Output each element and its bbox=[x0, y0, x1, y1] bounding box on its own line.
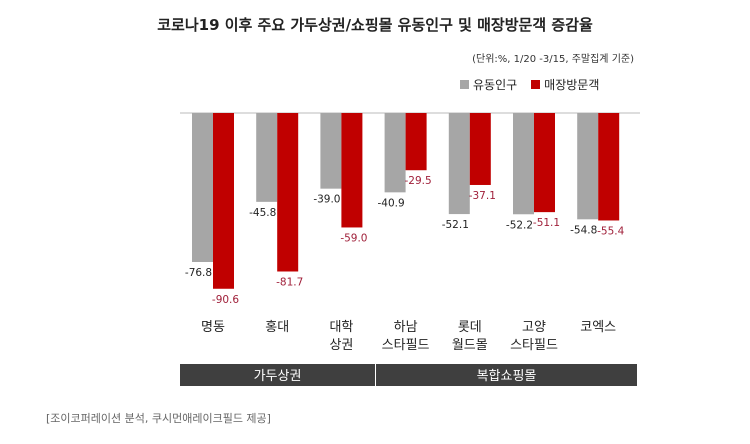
category-label-4-1: 월드몰 bbox=[452, 338, 488, 353]
value-label-1-1: -81.7 bbox=[276, 276, 303, 288]
bar-1-4 bbox=[469, 113, 491, 185]
value-label-1-3: -29.5 bbox=[405, 175, 432, 187]
category-label-5-0: 고양 bbox=[522, 320, 546, 335]
group-band-1 bbox=[376, 364, 637, 386]
bar-1-6 bbox=[598, 113, 620, 221]
category-label-6-0: 코엑스 bbox=[580, 320, 616, 335]
legend-item-foot-traffic: 유동인구 bbox=[460, 76, 517, 93]
bar-1-3 bbox=[405, 113, 427, 171]
legend-item-store-visitors: 매장방문객 bbox=[531, 76, 599, 93]
value-label-0-2: -39.0 bbox=[313, 194, 340, 206]
category-label-5-1: 스타필드 bbox=[510, 338, 558, 353]
value-label-0-3: -40.9 bbox=[378, 197, 405, 209]
source-note: [조이코퍼레이션 분석, 쿠시먼애레이크필드 제공] bbox=[46, 412, 271, 425]
group-band-0 bbox=[180, 364, 375, 386]
bar-1-5 bbox=[534, 113, 555, 213]
category-label-4-0: 롯데 bbox=[458, 320, 482, 335]
legend-swatch-store-visitors bbox=[531, 80, 541, 89]
legend-label-foot-traffic: 유동인구 bbox=[473, 78, 518, 92]
group-label-0: 가두상권 bbox=[254, 369, 302, 384]
value-label-1-4: -37.1 bbox=[469, 190, 496, 202]
category-label-3-0: 하남 bbox=[394, 320, 418, 335]
value-label-0-4: -52.1 bbox=[442, 219, 469, 231]
legend-swatch-foot-traffic bbox=[460, 80, 469, 89]
value-label-0-6: -54.8 bbox=[570, 224, 597, 236]
bar-0-6 bbox=[577, 113, 599, 220]
bar-0-3 bbox=[384, 113, 406, 193]
value-label-0-5: -52.2 bbox=[506, 219, 533, 231]
bar-1-2 bbox=[341, 113, 363, 228]
bar-1-1 bbox=[277, 113, 299, 272]
value-label-1-6: -55.4 bbox=[597, 225, 624, 237]
bar-0-2 bbox=[320, 113, 342, 189]
bar-0-0 bbox=[192, 113, 213, 262]
bar-0-1 bbox=[256, 113, 278, 202]
legend-label-store-visitors: 매장방문객 bbox=[544, 78, 600, 92]
group-label-1: 복합쇼핑몰 bbox=[477, 369, 537, 384]
category-label-1-0: 홍대 bbox=[265, 320, 289, 335]
category-label-2-1: 상권 bbox=[329, 338, 353, 353]
value-label-0-1: -45.8 bbox=[249, 207, 276, 219]
chart-subtitle: (단위:%, 1/20 -3/15, 주말집계 기준) bbox=[472, 54, 634, 65]
value-label-0-0: -76.8 bbox=[185, 267, 212, 279]
bar-1-0 bbox=[213, 113, 234, 289]
category-label-3-1: 스타필드 bbox=[382, 338, 430, 353]
value-label-1-0: -90.6 bbox=[212, 294, 239, 306]
chart-title: 코로나19 이후 주요 가두상권/쇼핑몰 유동인구 및 매장방문객 증감율 bbox=[157, 16, 593, 34]
bar-0-5 bbox=[513, 113, 534, 215]
category-label-0-0: 명동 bbox=[201, 320, 225, 335]
category-label-2-0: 대학 bbox=[329, 320, 353, 335]
value-label-1-5: -51.1 bbox=[533, 217, 560, 229]
legend: 유동인구 매장방문객 bbox=[460, 76, 599, 93]
bar-0-4 bbox=[448, 113, 470, 215]
value-label-1-2: -59.0 bbox=[340, 232, 367, 244]
